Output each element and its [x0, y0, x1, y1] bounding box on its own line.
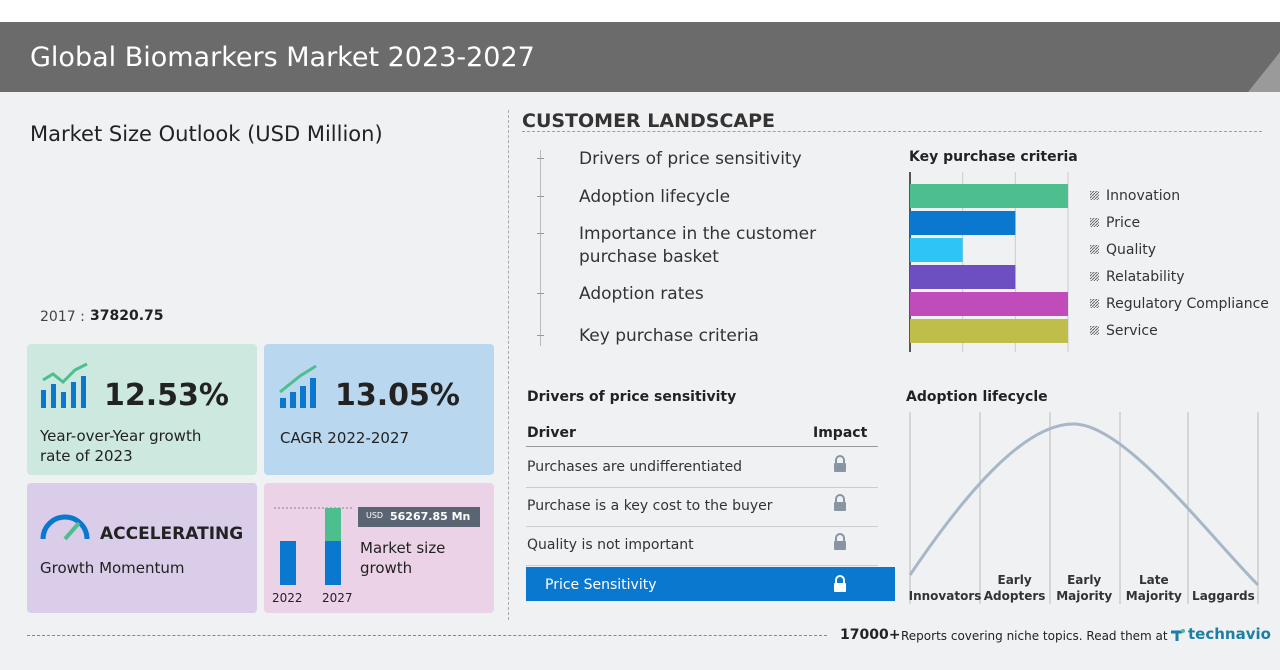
momentum-card: ACCELERATING Growth Momentum [27, 483, 257, 613]
driver-row: Quality is not important [527, 537, 694, 553]
yoy-value: 12.53% [104, 378, 229, 413]
bullet [537, 158, 544, 159]
bar [910, 319, 1068, 343]
legend-label: Regulatory Compliance [1106, 296, 1269, 312]
bullet [537, 196, 544, 197]
lock-shackle [835, 455, 845, 463]
lock-shackle [835, 533, 845, 541]
badge-unit: USD [366, 511, 384, 520]
legend-swatch [1090, 218, 1099, 227]
drivers-title: Drivers of price sensitivity [527, 389, 737, 405]
lock-body [834, 463, 846, 472]
badge: USD 56267.85 Mn [358, 507, 480, 527]
brand-icon [1171, 629, 1185, 641]
driver-header: Driver [527, 425, 576, 441]
bar [910, 184, 1068, 208]
legend-label: Service [1106, 323, 1158, 339]
impact-header: Impact [813, 425, 868, 441]
yoy-label: Year-over-Year growth rate of 2023 [40, 427, 202, 465]
legend-swatch [1090, 272, 1099, 281]
adoption-chart [908, 412, 1260, 604]
landscape-item: Drivers of price sensitivity [579, 149, 802, 169]
stage-label: Early Majority [1056, 573, 1113, 603]
top-strip [0, 0, 1280, 22]
cagr-label: CAGR 2022-2027 [280, 429, 410, 447]
gauge-icon [40, 514, 90, 541]
footer-rule [27, 635, 827, 636]
highlight-row: Price Sensitivity [526, 567, 895, 601]
list-line [540, 150, 541, 346]
lock-icon [834, 533, 846, 550]
header: Global Biomarkers Market 2023-2027 [0, 22, 1280, 92]
lock-shackle [835, 494, 845, 502]
legend-label: Price [1106, 215, 1140, 231]
cagr-icon [279, 364, 317, 408]
landscape-title: CUSTOMER LANDSCAPE [522, 110, 776, 132]
badge-value: 56267.85 Mn [390, 510, 471, 523]
row-rule [526, 565, 878, 566]
title: Global Biomarkers Market 2023-2027 [30, 42, 535, 73]
bullet [537, 233, 544, 234]
growth-icon [41, 362, 88, 408]
yoy-card: 12.53% Year-over-Year growth rate of 202… [27, 344, 257, 475]
adoption-title: Adoption lifecycle [906, 389, 1048, 405]
row-rule [526, 446, 878, 447]
stage-label: Late Majority [1125, 573, 1182, 603]
growth-label: Market size growth [360, 539, 446, 577]
row-rule [526, 487, 878, 488]
stage-label: Innovators [908, 589, 982, 603]
footer-count: 17000+ [840, 627, 901, 643]
bar [910, 265, 1016, 289]
momentum-label: Growth Momentum [40, 559, 185, 577]
legend-swatch [1090, 191, 1099, 200]
stage-label: Early Adopters [983, 573, 1046, 603]
landscape-rule [522, 131, 1262, 132]
growth-card: 2022 2027 USD 56267.85 Mn Market size gr… [264, 483, 494, 613]
bar [910, 211, 1016, 235]
bullet [537, 293, 544, 294]
bar [910, 238, 963, 262]
lock-icon [834, 575, 846, 592]
legend-label: Quality [1106, 242, 1156, 258]
divider [508, 110, 509, 620]
corner-fold [1248, 52, 1280, 92]
highlight-text: Price Sensitivity [545, 577, 657, 593]
legend-swatch [1090, 326, 1099, 335]
brand: technavio [1188, 625, 1271, 643]
legend-label: Innovation [1106, 188, 1180, 204]
cagr-card: 13.05% CAGR 2022-2027 [264, 344, 494, 475]
landscape-item: Importance in the customer purchase bask… [579, 224, 817, 267]
lock-icon [834, 455, 846, 472]
footer-text: Reports covering niche topics. Read them… [901, 629, 1168, 643]
lock-body [834, 502, 846, 511]
landscape-item: Adoption rates [579, 284, 704, 304]
row-rule [526, 526, 878, 527]
stage-label: Laggards [1192, 589, 1255, 603]
base-value: 37820.75 [90, 308, 164, 324]
legend-swatch [1090, 299, 1099, 308]
market-size-title: Market Size Outlook (USD Million) [30, 122, 383, 146]
bullet [537, 335, 544, 336]
legend-label: Relatability [1106, 269, 1185, 285]
base-year: 2017 : [40, 309, 85, 325]
legend-swatch [1090, 245, 1099, 254]
growth-bars-icon [274, 507, 352, 585]
driver-row: Purchase is a key cost to the buyer [527, 498, 773, 514]
driver-row: Purchases are undifferentiated [527, 459, 743, 475]
cagr-value: 13.05% [335, 378, 460, 413]
year-start: 2022 [272, 591, 303, 605]
year-end: 2027 [322, 591, 353, 605]
bar [910, 292, 1068, 316]
landscape-item: Key purchase criteria [579, 326, 759, 346]
landscape-item: Adoption lifecycle [579, 187, 731, 207]
momentum-value: ACCELERATING [100, 524, 244, 544]
lock-icon [834, 494, 846, 511]
kpc-title: Key purchase criteria [909, 149, 1078, 165]
kpc-chart: Innovation Price Quality Relatability Regula… [909, 172, 1269, 352]
lock-body [834, 541, 846, 550]
